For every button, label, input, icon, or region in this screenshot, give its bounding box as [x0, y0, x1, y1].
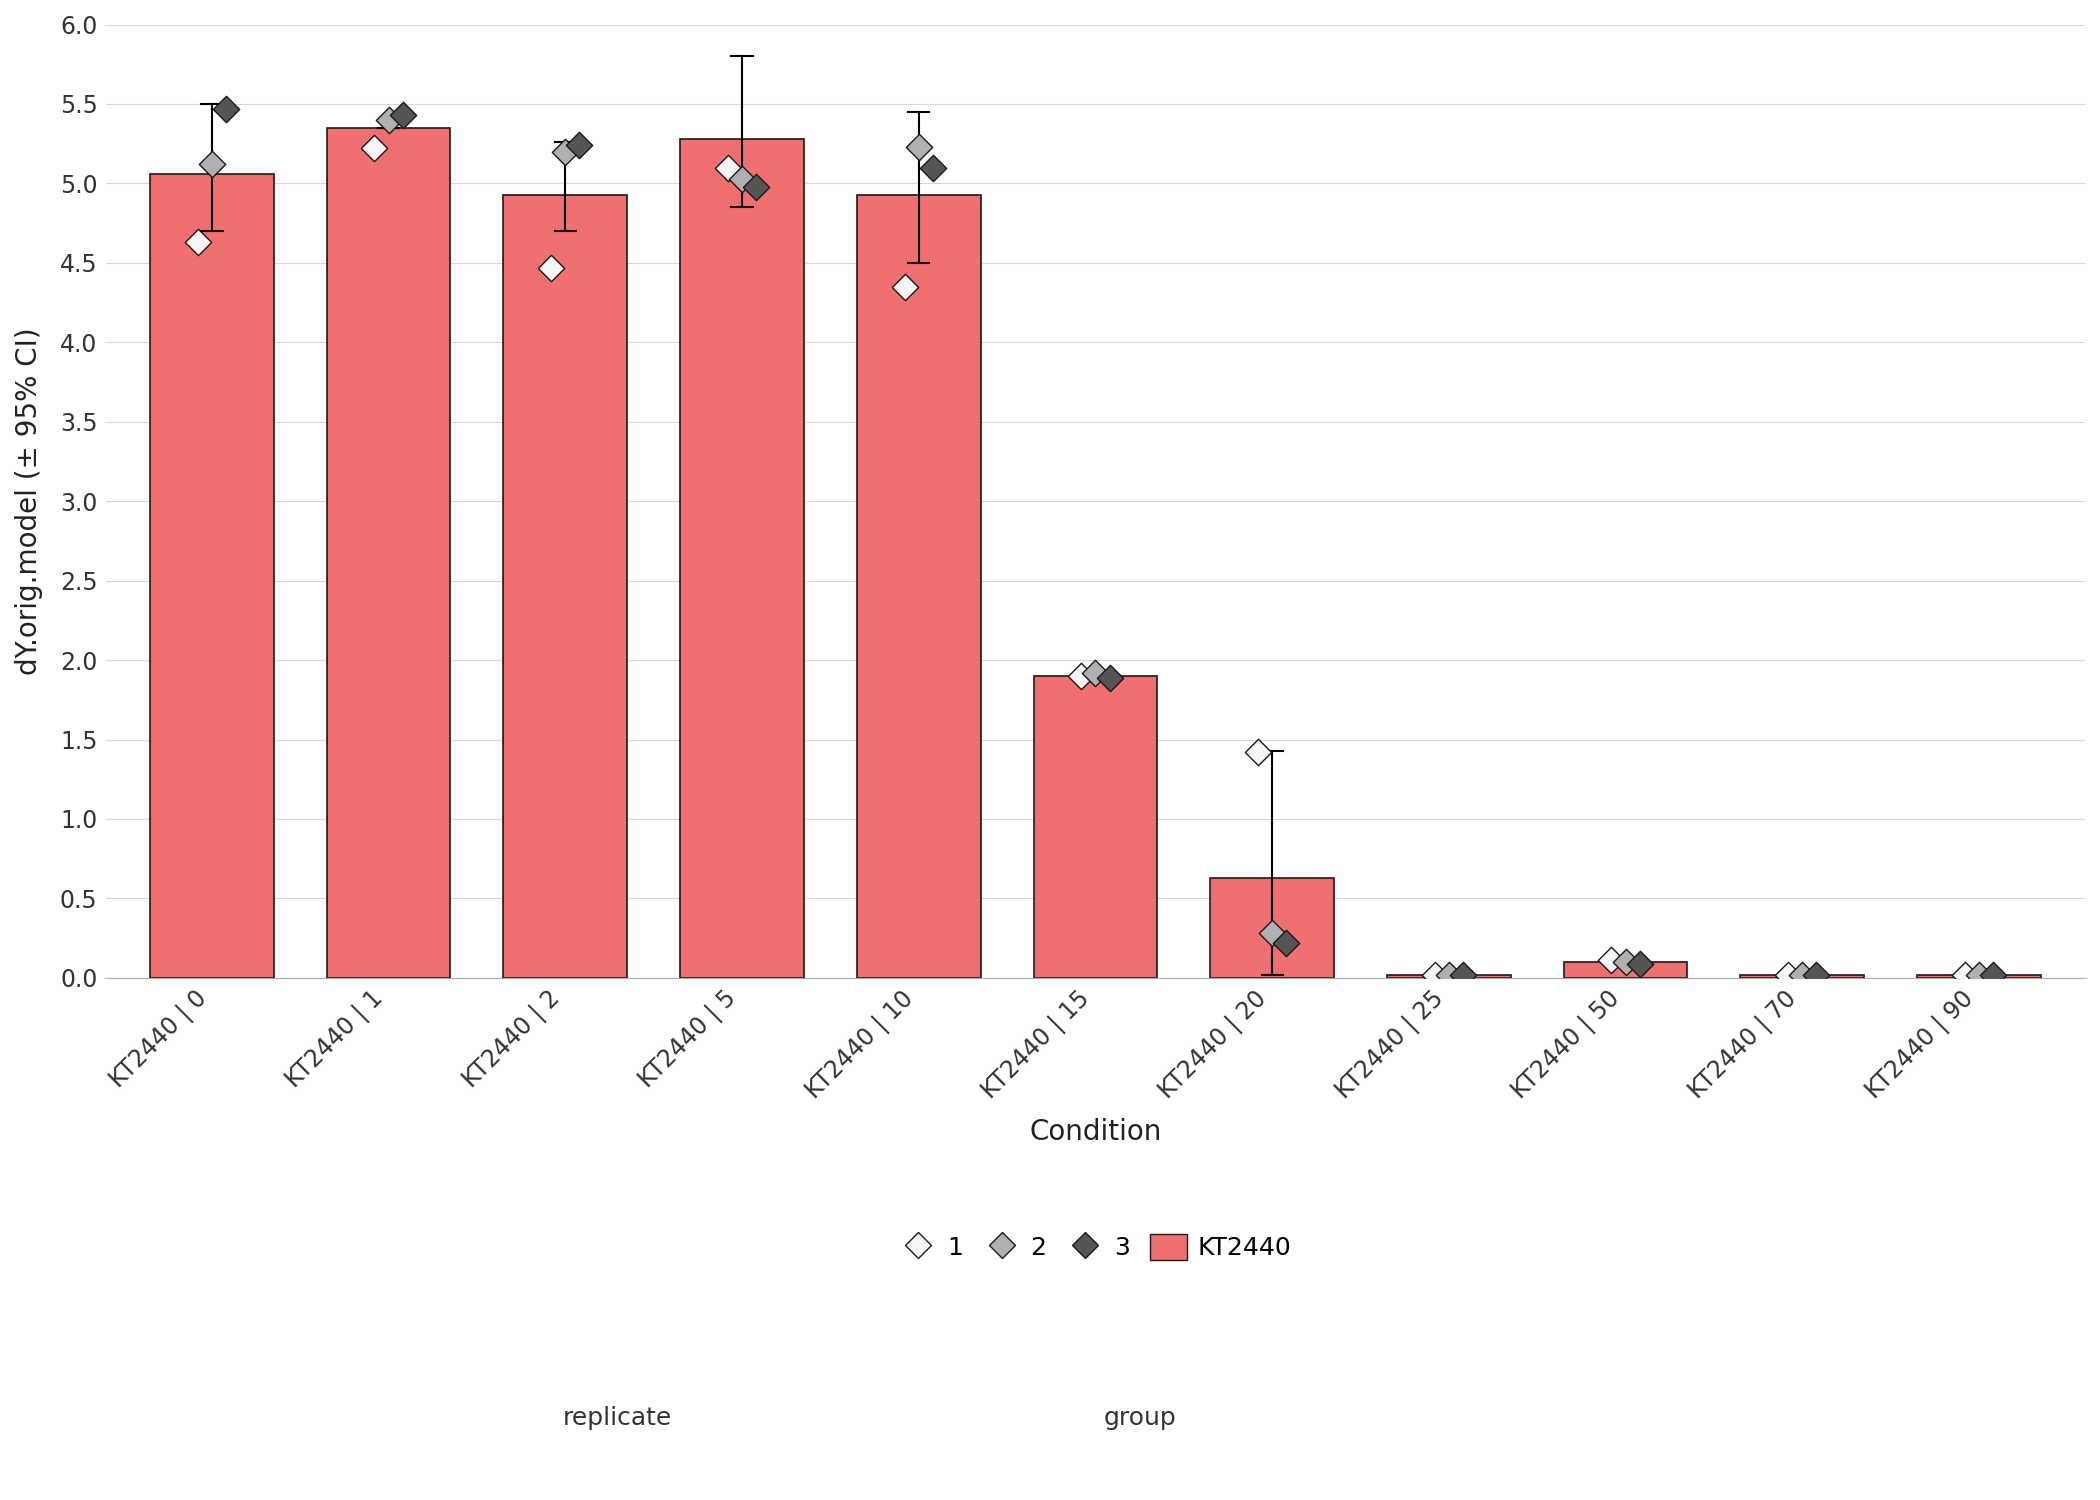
Point: [1432, 963, 1466, 987]
Bar: [1210, 878, 1334, 978]
Point: [1961, 963, 1995, 987]
Point: [533, 255, 567, 279]
Bar: [680, 140, 804, 978]
Point: [1241, 741, 1275, 765]
Bar: [1917, 975, 2041, 978]
Y-axis label: dY.orig.model (± 95% CI): dY.orig.model (± 95% CI): [15, 327, 42, 675]
Point: [1609, 950, 1642, 974]
Point: [1092, 666, 1126, 690]
Point: [1447, 963, 1480, 987]
Point: [181, 230, 214, 254]
Bar: [857, 195, 981, 978]
Bar: [1033, 676, 1157, 978]
Point: [1949, 963, 1982, 987]
Point: [1270, 932, 1304, 956]
Point: [1976, 963, 2010, 987]
Text: replicate: replicate: [563, 1406, 672, 1429]
Point: [1418, 963, 1451, 987]
Point: [548, 140, 582, 164]
X-axis label: Condition: Condition: [1029, 1118, 1161, 1146]
Point: [901, 135, 934, 159]
Bar: [1386, 975, 1510, 978]
Text: group: group: [1102, 1406, 1176, 1429]
Point: [1770, 963, 1804, 987]
Point: [739, 174, 773, 198]
Point: [888, 274, 922, 298]
Bar: [1564, 962, 1688, 978]
Point: [1785, 963, 1819, 987]
Bar: [1741, 975, 1865, 978]
Point: [724, 166, 758, 190]
Point: [357, 136, 391, 160]
Point: [372, 108, 405, 132]
Point: [712, 156, 746, 180]
Point: [195, 153, 229, 177]
Point: [916, 156, 949, 180]
Bar: [328, 128, 452, 978]
Bar: [504, 195, 628, 978]
Legend: 1, 2, 3, KT2440: 1, 2, 3, KT2440: [890, 1224, 1302, 1270]
Point: [1065, 664, 1098, 688]
Point: [1594, 948, 1628, 972]
Bar: [149, 174, 273, 978]
Point: [386, 104, 420, 128]
Point: [210, 96, 244, 120]
Point: [1800, 963, 1833, 987]
Point: [1256, 921, 1289, 945]
Point: [563, 134, 596, 158]
Point: [1623, 951, 1657, 975]
Point: [1079, 662, 1113, 686]
